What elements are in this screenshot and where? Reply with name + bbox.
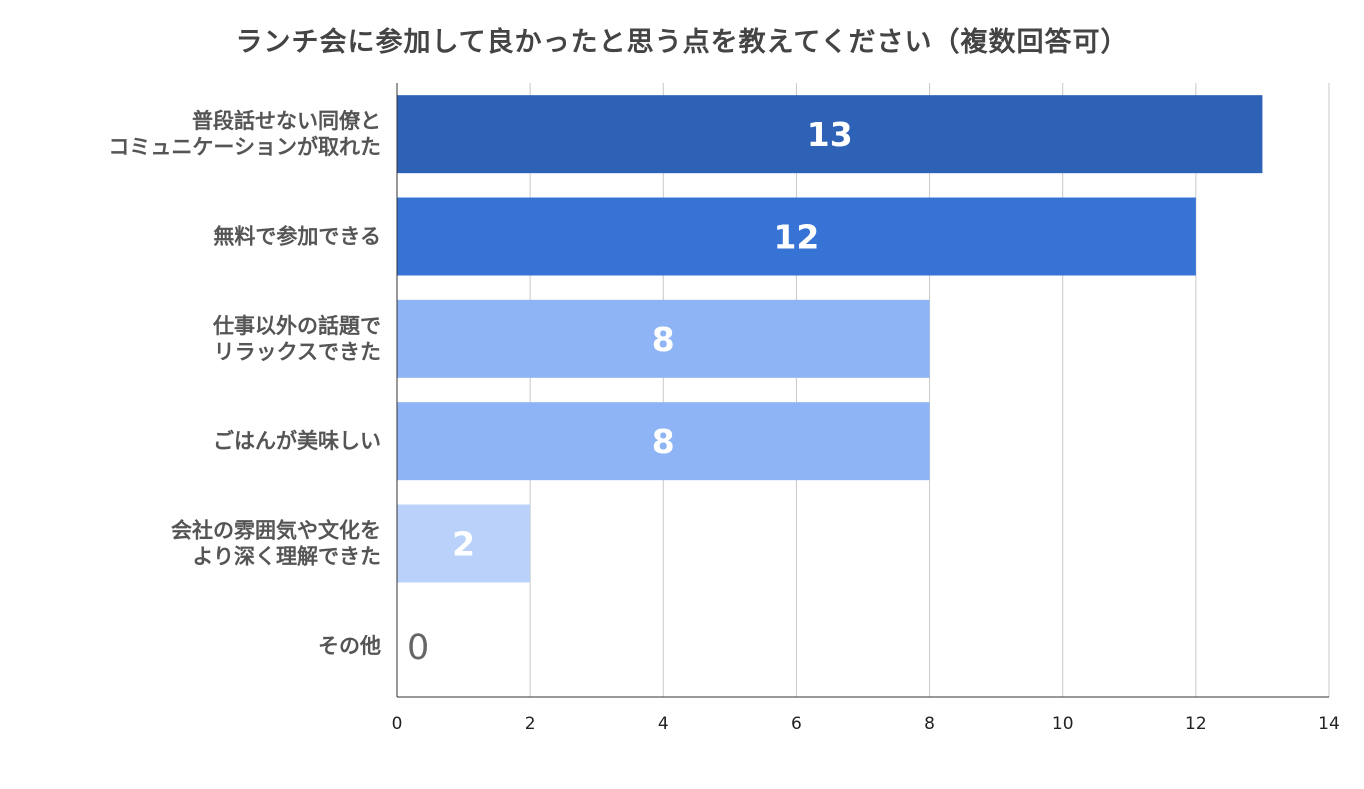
category-label-1: 無料で参加できる	[213, 225, 381, 249]
x-tick-label-2: 2	[525, 714, 536, 734]
x-tick-label-0: 0	[392, 714, 403, 734]
category-label-line: リラックスできた	[214, 340, 381, 364]
x-tick-label-8: 8	[924, 714, 935, 734]
bar-1	[397, 197, 1196, 276]
x-tick-label-6: 6	[791, 714, 802, 734]
category-label-5: その他	[318, 634, 381, 658]
value-label-3: 8	[652, 422, 675, 461]
value-label-2: 8	[652, 320, 675, 359]
category-label-3: ごはんが美味しい	[213, 429, 381, 453]
x-tick-label-14: 14	[1318, 714, 1340, 734]
category-label-line: より深く理解できた	[192, 545, 381, 569]
value-label-4: 2	[452, 525, 475, 564]
bar-4	[397, 504, 531, 583]
category-label-line: 普段話せない同僚と	[192, 109, 381, 133]
category-label-line: 会社の雰囲気や文化を	[171, 519, 381, 543]
bar-3	[397, 402, 930, 481]
category-label-line: 仕事以外の話題で	[212, 314, 381, 338]
bar-2	[397, 299, 930, 378]
category-label-0: 普段話せない同僚とコミュニケーションが取れた	[108, 109, 381, 159]
category-label-line: その他	[318, 634, 381, 658]
category-label-4: 会社の雰囲気や文化をより深く理解できた	[171, 519, 381, 569]
value-label-0: 13	[807, 115, 853, 154]
bar-0	[397, 95, 1263, 174]
value-label-5: 0	[407, 628, 429, 668]
category-label-line: コミュニケーションが取れた	[108, 135, 381, 159]
value-label-1: 12	[773, 218, 819, 257]
category-label-line: 無料で参加できる	[213, 225, 381, 249]
category-label-line: ごはんが美味しい	[213, 429, 381, 453]
chart-title: ランチ会に参加して良かったと思う点を教えてください（複数回答可）	[235, 27, 1129, 58]
x-tick-label-10: 10	[1052, 714, 1074, 734]
x-tick-label-4: 4	[658, 714, 669, 734]
x-tick-label-12: 12	[1185, 714, 1207, 734]
category-label-2: 仕事以外の話題でリラックスできた	[212, 314, 381, 364]
